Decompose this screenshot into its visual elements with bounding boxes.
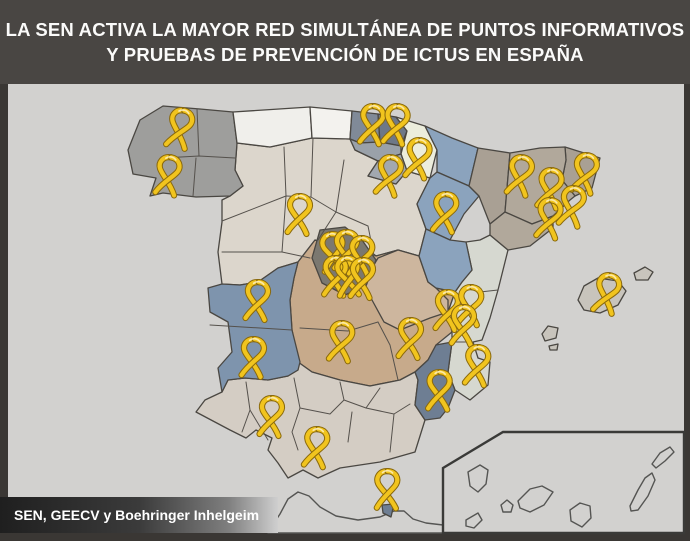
region-cantabria [309,106,353,140]
island-gran-canaria [569,502,592,528]
region-extremadura [207,261,301,393]
province-border-line [249,409,269,441]
region-formentera [548,343,559,351]
region-menorca [633,266,654,281]
province-border-line [377,321,399,381]
attribution-text: SEN, GEECV y Boehringer Inhelgeim [14,507,260,523]
province-border-line [291,377,301,451]
region-tarragona [489,211,554,251]
province-border-line [310,196,337,213]
region-ibiza [541,325,559,342]
province-border-line [221,195,287,222]
province-border-line [283,146,287,197]
province-border-line [196,108,200,157]
province-border-line [299,321,379,332]
title-line-2: Y PRUEBAS DE PREVENCIÓN DE ICTUS EN ESPA… [106,44,584,65]
region-teruel [418,228,473,293]
province-border-line [209,324,293,331]
province-border-line [192,157,197,197]
island-la-palma [467,464,489,493]
north-africa-coast [267,491,444,534]
province-border-line [281,251,311,259]
province-border-line [389,413,395,453]
province-border-line [347,411,353,443]
island-la-gomera [500,499,514,513]
region-asturias [232,106,313,148]
island-tenerife [517,485,554,513]
island-el-hierro [465,512,483,529]
island-fuerteventura [629,472,656,512]
province-border-line [310,137,314,198]
attribution-bar: SEN, GEECV y Boehringer Inhelgeim [0,497,278,533]
region-zaragoza [416,171,480,241]
title-bar: LA SEN ACTIVA LA MAYOR RED SIMULTÁNEA DE… [0,0,690,84]
province-border-line [299,381,345,415]
province-border-line [281,195,287,253]
title-line-1: LA SEN ACTIVA LA MAYOR RED SIMULTÁNEA DE… [5,19,685,40]
island-lanzarote [651,446,675,469]
